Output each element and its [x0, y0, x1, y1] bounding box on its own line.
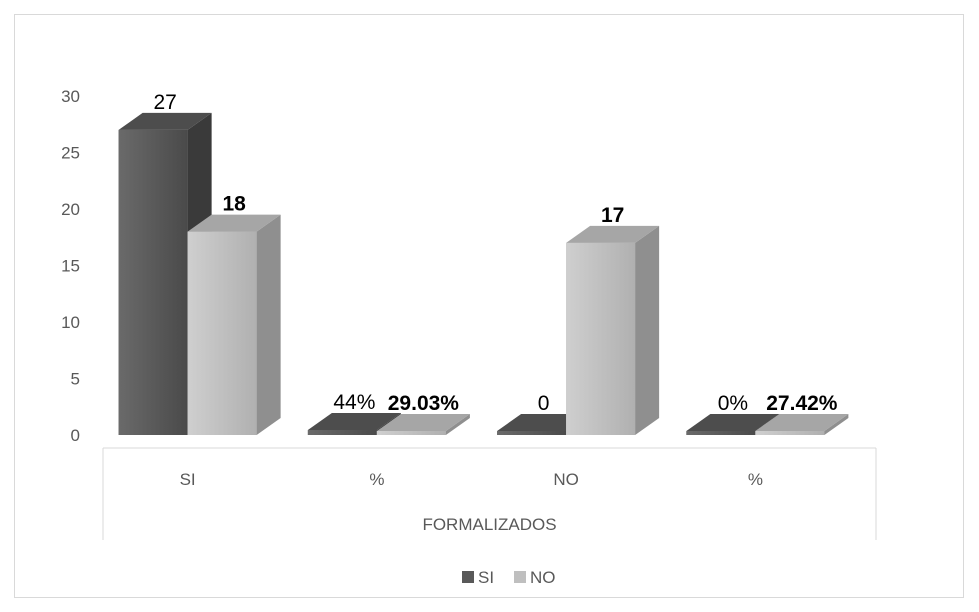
legend-label-si: SI	[478, 568, 494, 587]
bar-side	[635, 225, 660, 435]
bar-top	[307, 413, 401, 431]
legend-swatch-no	[514, 571, 526, 583]
y-tick-label: 20	[61, 200, 80, 219]
bar-front-shade	[376, 431, 446, 435]
x-category-label: %	[369, 470, 384, 489]
bar-front-shade	[755, 431, 825, 435]
legend-label-no: NO	[530, 568, 556, 587]
data-label-si: 0%	[718, 392, 748, 415]
bar-no-3	[755, 414, 849, 435]
y-tick-label: 0	[71, 426, 80, 445]
data-label-no: 17	[601, 204, 624, 227]
bar-front-shade	[686, 431, 756, 435]
bar-no-0	[187, 214, 281, 435]
bar-top	[755, 414, 849, 431]
bar-no-1	[376, 414, 470, 435]
data-label-no: 18	[222, 193, 246, 216]
x-axis: SI% NO % FORMALIZADOS	[102, 447, 877, 540]
bar-top	[118, 112, 212, 130]
data-label-no: 27.42%	[766, 392, 838, 415]
y-axis: 0 5 10 15 20 25 30	[61, 87, 80, 445]
data-label-si: 44%	[333, 391, 375, 414]
legend-swatch-si	[462, 571, 474, 583]
bar-front-shade	[307, 430, 377, 435]
bar-no-2	[566, 225, 660, 435]
bar-front-shade	[497, 431, 567, 435]
data-label-si: 27	[153, 91, 176, 114]
bar-top	[686, 414, 780, 431]
x-category-label: SI	[180, 470, 196, 489]
bar-top	[187, 214, 281, 232]
y-tick-label: 10	[61, 313, 80, 332]
bar-side	[824, 414, 849, 435]
bar-top	[376, 414, 470, 431]
x-group-label: FORMALIZADOS	[422, 515, 556, 534]
x-category-label: %	[748, 470, 763, 489]
data-labels: 27 18 44% 29.03% 0 17 0% 27.42%	[153, 91, 837, 415]
legend: SI NO	[462, 568, 556, 587]
bar-side	[256, 214, 281, 435]
y-tick-label: 15	[61, 257, 80, 276]
data-label-no: 29.03%	[388, 392, 460, 415]
bar-top	[566, 225, 660, 243]
data-label-si: 0	[538, 392, 550, 415]
bars	[118, 112, 849, 436]
bar-front-shade	[118, 129, 188, 435]
y-tick-label: 30	[61, 87, 80, 106]
x-category-label: NO	[553, 470, 579, 489]
bar-front-shade	[566, 242, 636, 435]
bar-front-shade	[187, 231, 257, 435]
bar-si-0	[118, 112, 212, 436]
y-tick-label: 25	[61, 144, 80, 163]
bar-side	[445, 414, 470, 435]
y-tick-label: 5	[71, 370, 80, 389]
